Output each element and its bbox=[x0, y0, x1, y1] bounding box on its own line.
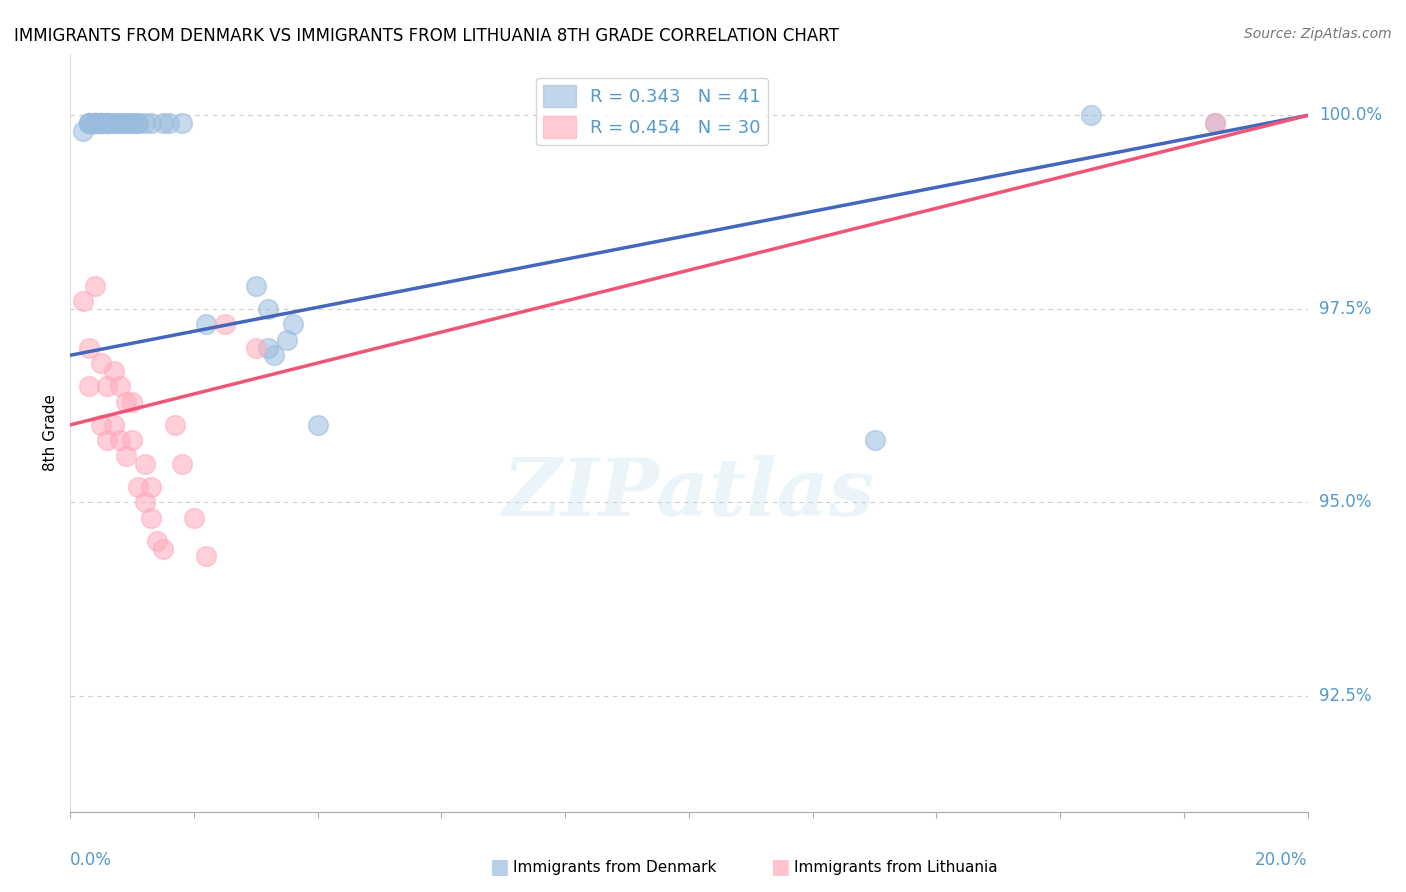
Point bbox=[139, 480, 162, 494]
Point bbox=[77, 116, 100, 130]
Text: ■: ■ bbox=[489, 857, 509, 877]
Point bbox=[84, 116, 107, 130]
Point bbox=[103, 417, 125, 432]
Point bbox=[84, 278, 107, 293]
Point bbox=[96, 116, 118, 130]
Point bbox=[96, 116, 118, 130]
Text: Immigrants from Denmark: Immigrants from Denmark bbox=[513, 860, 717, 874]
Point bbox=[183, 510, 205, 524]
Legend: R = 0.343   N = 41, R = 0.454   N = 30: R = 0.343 N = 41, R = 0.454 N = 30 bbox=[536, 78, 768, 145]
Point bbox=[103, 364, 125, 378]
Point bbox=[127, 480, 149, 494]
Text: ZIPatlas: ZIPatlas bbox=[503, 455, 875, 532]
Y-axis label: 8th Grade: 8th Grade bbox=[44, 394, 59, 471]
Text: Source: ZipAtlas.com: Source: ZipAtlas.com bbox=[1244, 27, 1392, 41]
Point bbox=[90, 116, 112, 130]
Point bbox=[72, 124, 94, 138]
Point bbox=[84, 116, 107, 130]
Text: 0.0%: 0.0% bbox=[70, 851, 112, 869]
Point bbox=[115, 394, 138, 409]
Point bbox=[245, 278, 267, 293]
Point bbox=[90, 356, 112, 370]
Point bbox=[84, 116, 107, 130]
Point bbox=[90, 116, 112, 130]
Point bbox=[115, 449, 138, 463]
Point bbox=[90, 116, 112, 130]
Point bbox=[103, 116, 125, 130]
Point bbox=[121, 116, 143, 130]
Point bbox=[307, 417, 329, 432]
Point bbox=[1204, 116, 1226, 130]
Point bbox=[121, 434, 143, 448]
Point bbox=[103, 116, 125, 130]
Point bbox=[139, 116, 162, 130]
Point bbox=[121, 116, 143, 130]
Point bbox=[195, 318, 218, 332]
Point bbox=[127, 116, 149, 130]
Text: 92.5%: 92.5% bbox=[1319, 687, 1371, 705]
Point bbox=[257, 301, 280, 316]
Point bbox=[77, 116, 100, 130]
Point bbox=[90, 116, 112, 130]
Point bbox=[276, 333, 298, 347]
Point bbox=[108, 379, 131, 393]
Text: Immigrants from Lithuania: Immigrants from Lithuania bbox=[794, 860, 998, 874]
Point bbox=[84, 116, 107, 130]
Point bbox=[214, 318, 236, 332]
Point bbox=[165, 417, 187, 432]
Point bbox=[152, 116, 174, 130]
Text: IMMIGRANTS FROM DENMARK VS IMMIGRANTS FROM LITHUANIA 8TH GRADE CORRELATION CHART: IMMIGRANTS FROM DENMARK VS IMMIGRANTS FR… bbox=[14, 27, 839, 45]
Point bbox=[108, 434, 131, 448]
Point bbox=[157, 116, 180, 130]
Point bbox=[77, 379, 100, 393]
Point bbox=[1080, 108, 1102, 122]
Point bbox=[863, 434, 886, 448]
Text: ■: ■ bbox=[770, 857, 790, 877]
Point bbox=[134, 116, 156, 130]
Point bbox=[96, 379, 118, 393]
Point bbox=[146, 533, 169, 548]
Text: 20.0%: 20.0% bbox=[1256, 851, 1308, 869]
Point bbox=[90, 417, 112, 432]
Point bbox=[263, 348, 285, 362]
Point bbox=[108, 116, 131, 130]
Point bbox=[281, 318, 304, 332]
Point bbox=[134, 495, 156, 509]
Text: 100.0%: 100.0% bbox=[1319, 106, 1382, 124]
Point bbox=[1204, 116, 1226, 130]
Point bbox=[115, 116, 138, 130]
Point bbox=[77, 341, 100, 355]
Point bbox=[115, 116, 138, 130]
Point bbox=[170, 457, 193, 471]
Point bbox=[134, 457, 156, 471]
Point bbox=[72, 294, 94, 309]
Point bbox=[170, 116, 193, 130]
Point bbox=[245, 341, 267, 355]
Text: 97.5%: 97.5% bbox=[1319, 300, 1371, 318]
Point bbox=[96, 116, 118, 130]
Point bbox=[127, 116, 149, 130]
Point bbox=[96, 434, 118, 448]
Point bbox=[77, 116, 100, 130]
Text: 95.0%: 95.0% bbox=[1319, 493, 1371, 511]
Point bbox=[257, 341, 280, 355]
Point bbox=[152, 541, 174, 556]
Point bbox=[139, 510, 162, 524]
Point bbox=[195, 549, 218, 564]
Point bbox=[121, 394, 143, 409]
Point bbox=[108, 116, 131, 130]
